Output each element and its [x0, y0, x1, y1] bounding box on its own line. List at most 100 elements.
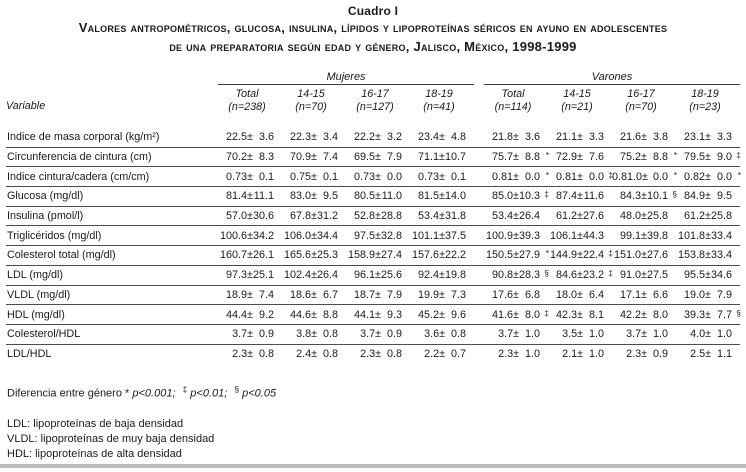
significance-marker: * [545, 248, 549, 259]
sd-value: 3.6 [524, 131, 540, 144]
table-row: Circunferencia de cintura (cm) 70.2± 8.3 70… [6, 148, 741, 168]
significance-marker: ‡ [544, 307, 549, 318]
column-n-label: (n=127) [356, 100, 394, 113]
column-header: 18-19 (n=23) [676, 88, 740, 113]
significance-marker: * [545, 150, 549, 161]
data-cell: 0.82± 0.0 * [676, 170, 741, 182]
significance-marker: § [736, 307, 741, 318]
mean-value: 83.0± [290, 190, 317, 203]
mean-value: 44.4± [226, 308, 253, 321]
mean-value: 42.3± [556, 308, 583, 321]
table-row: Glucosa (mg/dl) 81.4± 11.1 83.0± 9.5 80.5± 11.… [6, 187, 740, 207]
mean-value: 3.8± [296, 328, 317, 341]
sd-value: 9.5 [322, 190, 338, 203]
mean-value: 153.8± [678, 249, 711, 262]
sd-value: 8.8 [524, 151, 540, 164]
data-cell: 22.2± 3.2 [346, 131, 410, 143]
data-cell: 61.2± 25.8 [676, 210, 740, 222]
sd-value: 10.1 [647, 190, 669, 203]
column-n-label: (n=238) [228, 100, 266, 113]
column-age-label: 14-15 [297, 88, 325, 100]
data-cell: 57.0± 30.6 [218, 210, 282, 222]
abbreviation-line-ldl: LDL: lipoproteínas de baja densidad [7, 417, 184, 430]
sd-value: 1.0 [716, 328, 732, 341]
mean-value: 100.9± [486, 229, 519, 242]
significance-marker: ‡ [608, 248, 613, 259]
significance-marker: * [673, 150, 677, 161]
data-cell: 21.6± 3.8 [612, 131, 676, 143]
column-n-label: (n=70) [625, 100, 657, 113]
column-header: 18-19 (n=41) [410, 88, 474, 113]
mean-value: 81.5± [418, 190, 445, 203]
mean-value: 2.3± [498, 348, 519, 361]
mean-value: 69.5± [354, 151, 381, 164]
sd-value: 9.2 [258, 308, 274, 321]
sd-value: 0.9 [258, 328, 274, 341]
sd-value: 27.5 [647, 269, 669, 282]
sd-value: 7.4 [258, 288, 274, 301]
table-number: Cuadro I [347, 4, 399, 18]
significance-marker: § [544, 268, 549, 279]
row-label: Triglicéridos (mg/dl) [7, 229, 102, 242]
data-cell: 3.7± 0.9 [218, 328, 282, 340]
sd-value: 0.1 [258, 170, 274, 183]
data-cell: 3.7± 1.0 [612, 328, 676, 340]
data-cell: 17.1± 6.6 [612, 289, 676, 301]
sd-value: 1.0 [652, 328, 668, 341]
sd-value: 1.1 [716, 348, 732, 361]
data-cell: 81.4± 11.1 [218, 190, 282, 202]
mean-value: 3.6± [424, 328, 445, 341]
data-cell: 18.6± 6.7 [282, 289, 346, 301]
mean-value: 90.8± [492, 269, 519, 282]
sd-value: 26.1 [253, 249, 275, 262]
sd-value: 34.4 [317, 229, 339, 242]
sd-value: 0.8 [322, 348, 338, 361]
p-value-1: p<0.001; [132, 387, 176, 400]
significance-marker: § [672, 189, 677, 200]
mean-value: 151.0± [614, 249, 647, 262]
mean-value: 44.1± [354, 308, 381, 321]
sd-value: 0.0 [588, 170, 604, 183]
sd-value: 6.8 [524, 288, 540, 301]
data-cell: 44.4± 9.2 [218, 309, 282, 321]
data-cell: 84.9± 9.5 [676, 190, 740, 202]
data-cell: 44.1± 9.3 [346, 309, 410, 321]
sd-value: 25.3 [317, 249, 339, 262]
mean-value: 80.5± [354, 190, 381, 203]
column-age-label: 18-19 [425, 88, 453, 100]
mean-value: 23.1± [684, 131, 711, 144]
row-label: Colesterol total (mg/dl) [7, 249, 116, 262]
sd-value: 8.8 [322, 308, 338, 321]
row-label: VLDL (mg/dl) [7, 288, 71, 301]
significance-marker: ‡ [608, 169, 613, 180]
sd-value: 1.0 [524, 328, 540, 341]
significance-marker: ‡ [736, 150, 741, 161]
sd-value: 1.0 [588, 348, 604, 361]
mean-value: 97.5± [354, 229, 381, 242]
sd-value: 0.8 [322, 328, 338, 341]
mean-value: 97.3± [226, 269, 253, 282]
table-title-line2: de una preparatoria según edad y género,… [169, 38, 577, 54]
sd-value: 9.5 [716, 190, 732, 203]
mean-value: 75.2± [620, 151, 647, 164]
sd-value: 3.2 [386, 131, 402, 144]
mean-value: 71.1± [418, 151, 445, 164]
data-cell: 21.1± 3.3 [548, 131, 612, 143]
mean-value: 0.75± [290, 170, 317, 183]
table-row: LDL (mg/dl) 97.3± 25.1 102.4± 26.4 96.1± 25.6 9… [6, 266, 740, 286]
sd-value: 33.4 [711, 249, 733, 262]
sd-value: 39.8 [647, 229, 669, 242]
sd-value: 34.6 [711, 269, 733, 282]
data-cell: 39.3± 7.7 § [676, 307, 741, 320]
mean-value: 21.1± [556, 131, 583, 144]
data-cell: 99.1± 39.8 [612, 230, 676, 242]
row-label: Circunferencia de cintura (cm) [7, 151, 152, 164]
column-header: 14-15 (n=70) [282, 88, 346, 113]
mean-value: 44.6± [290, 308, 317, 321]
data-cell: 69.5± 7.9 [346, 151, 410, 163]
mean-value: 144.9± [550, 249, 583, 262]
group-header-mujeres: Mujeres [218, 71, 474, 85]
sd-value: 9.0 [716, 151, 732, 164]
mean-value: 99.1± [620, 229, 647, 242]
mean-value: 70.9± [290, 151, 317, 164]
